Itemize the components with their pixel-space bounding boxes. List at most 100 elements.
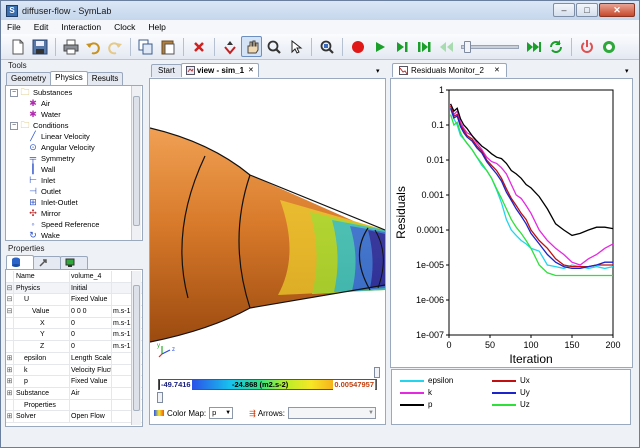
property-expand-icon[interactable] (6, 271, 14, 282)
tab-close-icon[interactable]: ✕ (493, 66, 500, 74)
property-value[interactable]: 0 0 0 (70, 306, 112, 317)
delete-icon[interactable] (188, 36, 209, 57)
menu-clock[interactable]: Clock (114, 22, 136, 32)
tree-item-conditions[interactable]: − 🗀 Conditions (6, 120, 140, 131)
property-row[interactable]: ⊞ Solver Open Flow (6, 411, 142, 423)
tree-item-angular-velocity[interactable]: ⊙ Angular Velocity (6, 142, 140, 153)
print-icon[interactable] (60, 36, 81, 57)
step-back-icon[interactable] (435, 36, 456, 57)
menu-edit[interactable]: Edit (33, 22, 49, 32)
property-value[interactable]: Fixed Value (70, 376, 112, 387)
properties-scrollbar[interactable] (131, 271, 141, 425)
tab-start[interactable]: Start (151, 64, 182, 77)
colorbar-max-slider[interactable] (374, 367, 380, 378)
arrows-select[interactable]: ▼ (287, 407, 376, 419)
tree-item-speed-reference[interactable]: ◦ Speed Reference (6, 219, 140, 230)
property-expand-icon[interactable]: ⊟ (6, 306, 14, 317)
tools-scrollbar[interactable] (131, 86, 141, 240)
tree-item-wall[interactable]: ┃ Wall (6, 164, 140, 175)
property-expand-icon[interactable] (6, 399, 14, 411)
property-expand-icon[interactable] (6, 329, 14, 341)
tree-item-water[interactable]: ✱ Water (6, 109, 140, 120)
menu-interaction[interactable]: Interaction (61, 22, 102, 32)
tab-properties-settings[interactable] (33, 256, 61, 269)
tree-item-substances[interactable]: − 🗀 Substances (6, 87, 140, 98)
property-row[interactable]: ⊟ Value 0 0 0 m.s-1 (6, 306, 142, 318)
zoom-fit-icon[interactable] (316, 36, 337, 57)
time-slider[interactable] (461, 40, 519, 53)
fast-forward-icon[interactable] (523, 36, 544, 57)
tree-item-wake[interactable]: ↻ Wake (6, 230, 140, 240)
property-value[interactable]: volume_4 (70, 271, 112, 282)
property-expand-icon[interactable]: ⊟ (6, 282, 14, 294)
tab-results[interactable]: Results (86, 72, 124, 85)
property-value[interactable]: Initial (70, 282, 112, 294)
property-row[interactable]: ⊞ epsilon Length Scale (6, 352, 142, 365)
power-icon[interactable] (576, 36, 597, 57)
interaction-icon[interactable] (219, 36, 240, 57)
property-value[interactable]: 0 (70, 329, 112, 341)
property-expand-icon[interactable]: ⊟ (6, 294, 14, 306)
property-value[interactable]: Fixed Value (70, 294, 112, 306)
monitor-tab-menu-icon[interactable]: ▾ (625, 68, 629, 75)
color-map-select[interactable]: p ▼ (209, 407, 234, 419)
select-pointer-icon[interactable] (285, 36, 306, 57)
property-expand-icon[interactable]: ⊞ (6, 387, 14, 399)
settings-gear-icon[interactable] (598, 36, 619, 57)
expand-toggle-icon[interactable]: − (10, 121, 18, 130)
property-value[interactable]: 0 (70, 341, 112, 352)
tree-item-outlet[interactable]: ⊣ Outlet (6, 186, 140, 197)
property-value[interactable]: Open Flow (70, 411, 112, 422)
tab-properties-database[interactable] (6, 255, 34, 269)
redo-icon[interactable] (104, 36, 125, 57)
step-end-icon[interactable] (413, 36, 434, 57)
property-expand-icon[interactable]: ⊞ (6, 364, 14, 376)
tab-geometry[interactable]: Geometry (6, 72, 52, 85)
property-expand-icon[interactable] (6, 317, 14, 329)
property-row[interactable]: ⊟ Physics Initial (6, 282, 142, 295)
zoom-icon[interactable] (263, 36, 284, 57)
property-row[interactable]: X 0 m.s-1 (6, 317, 142, 330)
tree-item-inlet[interactable]: ⊢ Inlet (6, 175, 140, 186)
pan-hand-icon[interactable] (241, 36, 262, 57)
tree-item-symmetry[interactable]: ╤ Symmetry (6, 153, 140, 164)
property-row[interactable]: Properties (6, 399, 142, 412)
properties-scrollbar-thumb[interactable] (133, 285, 140, 411)
view-tab-menu-icon[interactable]: ▾ (376, 68, 380, 75)
close-button[interactable]: ✕ (599, 3, 635, 17)
property-value[interactable]: 0 (70, 317, 112, 329)
save-icon[interactable] (29, 36, 50, 57)
property-row[interactable]: Name volume_4 (6, 271, 142, 283)
step-forward-icon[interactable] (391, 36, 412, 57)
3d-viewport[interactable]: y z (150, 80, 385, 366)
menu-help[interactable]: Help (148, 22, 166, 32)
property-row[interactable]: ⊟ U Fixed Value (6, 294, 142, 307)
property-row[interactable]: ⊞ Substance Air (6, 387, 142, 400)
tab-residuals-monitor[interactable]: Residuals Monitor_2 ✕ (392, 63, 507, 77)
property-row[interactable]: Z 0 m.s-1 (6, 341, 142, 353)
tab-physics[interactable]: Physics (50, 71, 88, 85)
minimize-button[interactable]: – (553, 3, 575, 17)
property-expand-icon[interactable]: ⊞ (6, 376, 14, 387)
tools-scrollbar-thumb[interactable] (133, 96, 140, 226)
play-icon[interactable] (369, 36, 390, 57)
colorbar-min-slider[interactable] (157, 392, 163, 403)
tab-close-icon[interactable]: ✕ (248, 66, 254, 74)
copy-icon[interactable] (135, 36, 156, 57)
tree-item-linear-velocity[interactable]: ╱ Linear Velocity (6, 131, 140, 142)
maximize-button[interactable]: □ (576, 3, 598, 17)
property-value[interactable] (70, 399, 112, 411)
paste-icon[interactable] (157, 36, 178, 57)
new-file-icon[interactable] (7, 36, 28, 57)
tree-item-air[interactable]: ✱ Air (6, 98, 140, 109)
property-expand-icon[interactable]: ⊞ (6, 352, 14, 364)
undo-icon[interactable] (82, 36, 103, 57)
tab-view-sim[interactable]: view - sim_1 ✕ (180, 63, 259, 77)
property-row[interactable]: Y 0 m.s-1 (6, 329, 142, 342)
tree-item-mirror[interactable]: ✣ Mirror (6, 208, 140, 219)
property-value[interactable]: Air (70, 387, 112, 399)
property-value[interactable]: Velocity Fluctuation (71, 364, 112, 376)
record-icon[interactable] (347, 36, 368, 57)
property-expand-icon[interactable] (6, 341, 14, 352)
